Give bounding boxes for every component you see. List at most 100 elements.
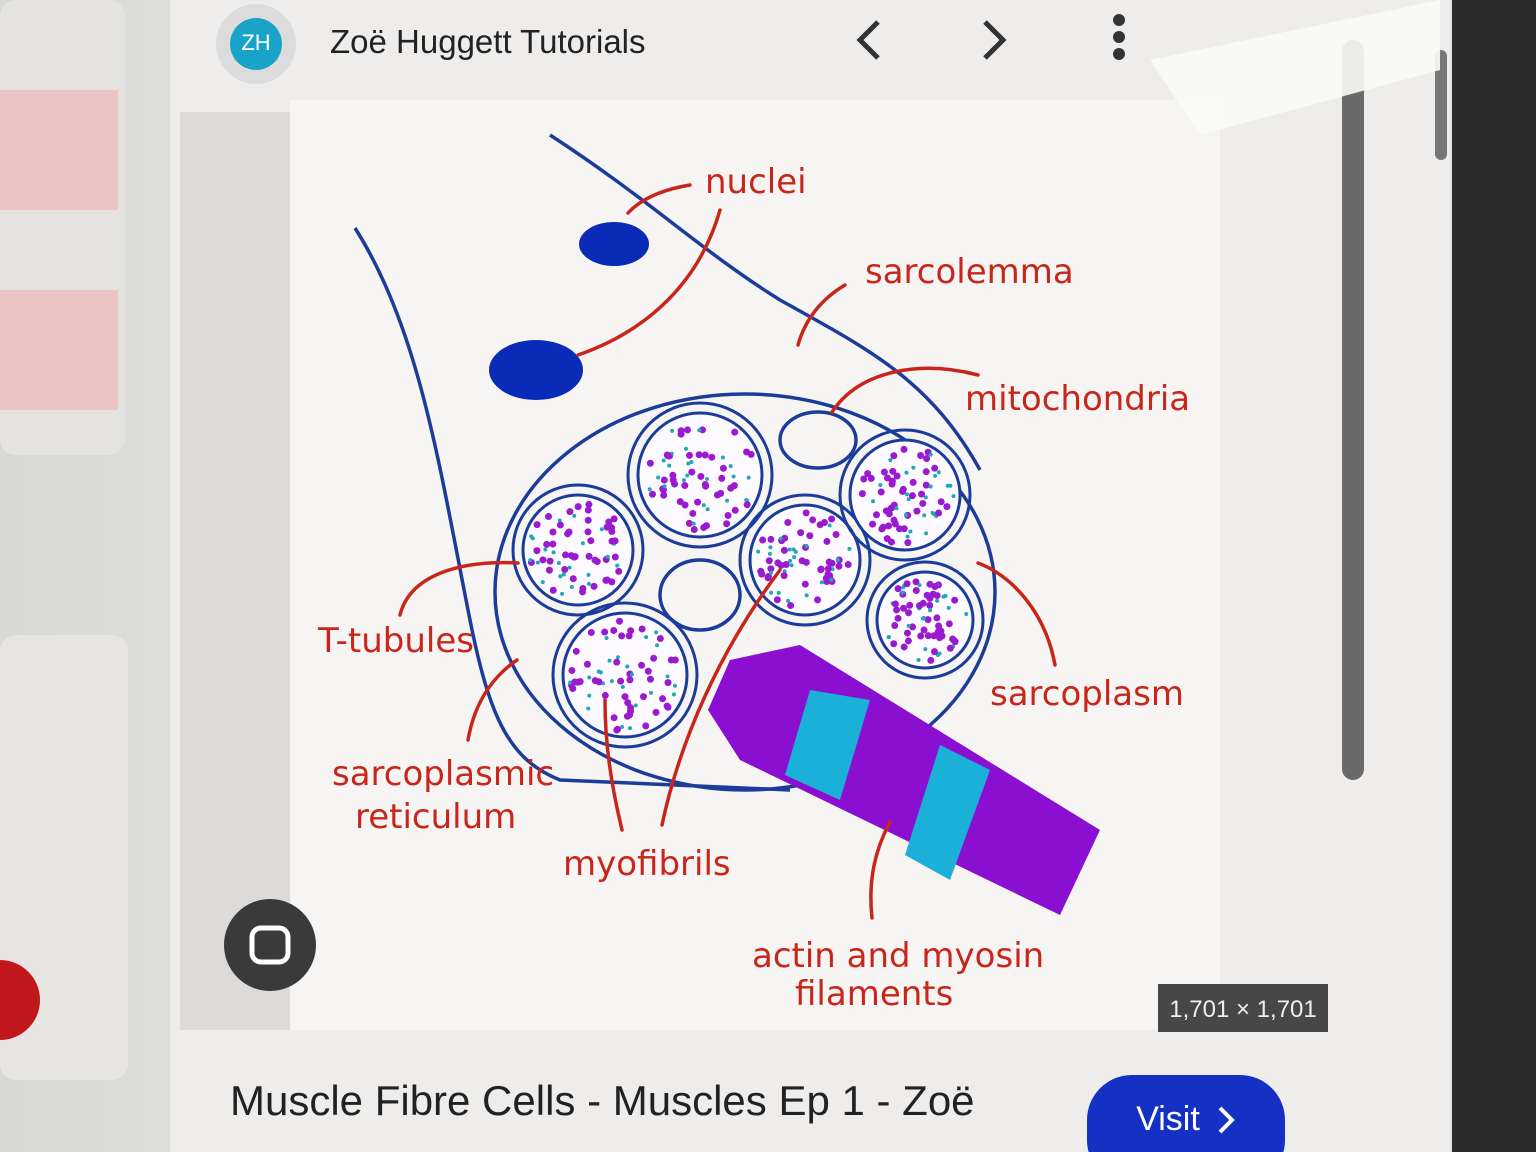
more-button[interactable] [1113, 14, 1125, 60]
filament-dot [767, 551, 772, 556]
filament-dot [773, 596, 781, 604]
filament-dot [649, 690, 654, 695]
filament-dot [587, 628, 595, 636]
filament-dot [691, 521, 696, 526]
filament-dot [574, 503, 582, 511]
result-title[interactable]: Muscle Fibre Cells - Muscles Ep 1 - Zoë [230, 1077, 975, 1124]
filament-dot [756, 549, 761, 554]
filament-dot [572, 513, 577, 518]
filament-dot [759, 536, 767, 544]
filament-dot [705, 507, 710, 512]
filament-dot [569, 584, 574, 589]
filament-dot [946, 605, 951, 610]
filament-dot [835, 562, 843, 570]
filament-dot [906, 497, 911, 502]
filament-dot [767, 535, 775, 543]
myofibril-group [511, 401, 985, 749]
filament-dot [601, 691, 609, 699]
filament-dot [888, 477, 896, 485]
filament-dot [787, 547, 792, 552]
filament-dot [928, 484, 933, 489]
prev-button[interactable] [856, 20, 880, 60]
filament-dot [725, 498, 730, 503]
lens-button[interactable] [224, 899, 316, 991]
filament-dot [610, 626, 618, 634]
filament-dot [664, 679, 672, 687]
filament-dot [545, 566, 553, 574]
filament-dot [792, 555, 797, 560]
filament-dot [620, 724, 625, 729]
filament-dot [926, 580, 934, 588]
filament-dot [686, 451, 694, 459]
filament-dot [923, 591, 931, 599]
filament-dot [937, 498, 945, 506]
filament-dot [686, 461, 691, 466]
filament-dot [613, 658, 621, 666]
logo-text: ZH [241, 30, 270, 55]
visit-button[interactable] [1087, 1075, 1285, 1152]
channel-logo[interactable] [230, 18, 282, 70]
channel-name[interactable]: Zoë Huggett Tutorials [330, 23, 646, 60]
thumbnail-image[interactable] [0, 90, 118, 210]
filament-dot [900, 643, 908, 651]
filament-dot [718, 474, 726, 482]
mitochondrion [658, 558, 742, 632]
lens-icon [249, 925, 291, 965]
filament-dot [671, 692, 676, 697]
filament-dot [585, 500, 593, 508]
filament-dot [689, 509, 697, 517]
thumbnail-image[interactable] [0, 290, 118, 410]
filament-dot [621, 693, 629, 701]
filament-dot [951, 596, 959, 604]
filament-dot [566, 508, 574, 516]
filament-dot [858, 490, 866, 498]
label: sarcoplasm [990, 674, 1184, 714]
filament-dot [835, 558, 840, 563]
arrow [603, 568, 782, 832]
filament-dot [743, 501, 751, 509]
scrollbar[interactable] [1342, 40, 1364, 780]
filament-dot [757, 567, 765, 575]
filament-dot [576, 678, 584, 686]
filament-dot [935, 509, 943, 517]
filament-dot [617, 677, 625, 685]
filament-dot [561, 572, 566, 577]
filament-dot [656, 634, 664, 642]
filament-dot [904, 637, 912, 645]
filament-dot [823, 537, 831, 545]
filament-dot [660, 491, 668, 499]
filament-dot [648, 490, 656, 498]
filament-dot [920, 616, 925, 621]
filament-dot [618, 632, 626, 640]
filament-dot [904, 539, 912, 547]
filament-dot [829, 577, 834, 582]
filament-dot [549, 586, 557, 594]
filament-dot [922, 468, 930, 476]
arrow [576, 183, 722, 357]
filament-dot [951, 494, 956, 499]
filament-dot [864, 470, 872, 478]
filament-dot [923, 495, 928, 500]
filament-dot [824, 565, 832, 573]
filament-dot [567, 565, 572, 570]
visit-label: Visit [1136, 1100, 1200, 1138]
filament-dot [887, 504, 895, 512]
filament-dot [912, 578, 920, 586]
filament-dot [701, 503, 706, 508]
filament-dot [923, 455, 931, 463]
page-scrollbar[interactable] [1435, 50, 1447, 160]
glare [1150, 0, 1440, 135]
filament-dot [912, 586, 920, 594]
filament-dot [731, 506, 739, 514]
filament-dot [689, 460, 694, 465]
filament-dot [695, 451, 703, 459]
thumbnail-card[interactable] [0, 635, 128, 1080]
filament-dot [789, 563, 794, 568]
sarcolemma-line [353, 227, 791, 792]
filament-dot [551, 550, 556, 555]
arrow [976, 561, 1057, 667]
filament-dot [549, 528, 557, 536]
label: sarcolemma [865, 252, 1074, 292]
next-button[interactable] [983, 20, 1007, 60]
filament-dot [906, 601, 914, 609]
